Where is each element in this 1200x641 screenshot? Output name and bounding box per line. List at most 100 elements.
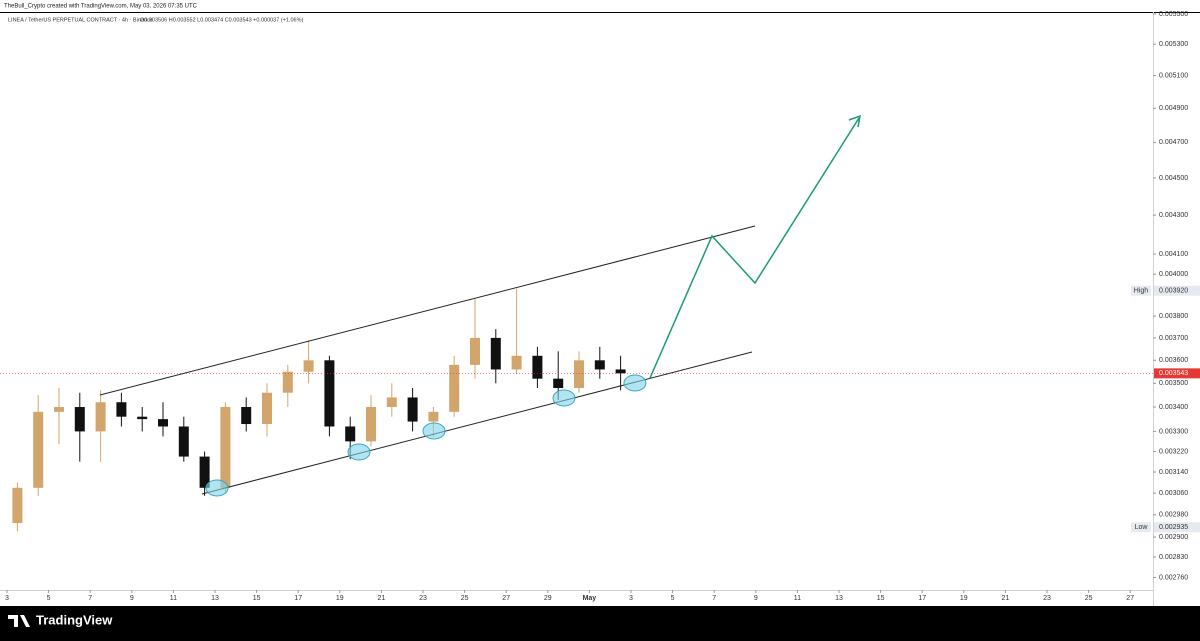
x-tick-label: 11 — [170, 595, 177, 602]
touch-marker — [552, 389, 576, 407]
last-price-box — [1154, 368, 1200, 379]
candle-body — [345, 426, 356, 442]
y-tick-label: 0.003800 — [1159, 313, 1188, 320]
high-name-box — [1131, 285, 1151, 296]
x-tick-label: 27 — [502, 595, 510, 602]
candle-body — [157, 419, 168, 427]
candle-body — [199, 456, 210, 488]
x-tick-label: 3 — [5, 595, 9, 602]
y-tick-label: 0.003400 — [1159, 404, 1188, 411]
y-tick-label: 0.005500 — [1159, 11, 1188, 18]
y-tick-label: 0.003600 — [1159, 357, 1188, 364]
y-tick-label: 0.002830 — [1159, 554, 1188, 561]
y-tick-label: 0.004500 — [1159, 175, 1188, 182]
x-tick-label: May — [583, 595, 597, 602]
candle-body — [594, 360, 605, 370]
x-tick-label: 27 — [1126, 595, 1134, 602]
candle-body — [615, 369, 626, 374]
x-tick-label: 17 — [294, 595, 302, 602]
x-tick-label: 23 — [1043, 595, 1051, 602]
low-name: Low — [1135, 524, 1149, 531]
chart-area — [0, 12, 1200, 606]
y-tick-label: 0.004900 — [1159, 105, 1188, 112]
x-tick-label: 25 — [1085, 595, 1093, 602]
x-tick-label: 21 — [378, 595, 386, 602]
candle-body — [532, 355, 543, 379]
low-value: 0.002935 — [1159, 524, 1188, 531]
candle-body — [116, 402, 127, 417]
x-tick-label: 29 — [544, 595, 552, 602]
x-tick-label: 15 — [877, 595, 885, 602]
annotations — [99, 114, 861, 497]
x-tick-label: 19 — [336, 595, 344, 602]
channel-upper — [99, 225, 756, 396]
x-tick-label: 11 — [794, 595, 801, 602]
plot: 0.005500 0.005300 0.005100 0.004900 0.004700… — [0, 11, 1200, 602]
channel-lower — [201, 351, 753, 495]
y-tick-label: 0.005100 — [1159, 72, 1188, 79]
x-tick-label: 9 — [754, 595, 758, 602]
candle-body — [137, 416, 148, 420]
x-tick-label: 23 — [419, 595, 427, 602]
candle-body — [220, 407, 231, 488]
candle-body — [53, 407, 64, 412]
y-tick-label: 0.003140 — [1159, 469, 1188, 476]
candle-body — [470, 337, 481, 365]
touch-marker — [205, 479, 229, 497]
candle-body — [386, 397, 397, 408]
high-value: 0.003920 — [1159, 288, 1188, 295]
brand: TradingView — [36, 612, 113, 627]
candle-body — [282, 371, 293, 393]
y-tick-label: 0.004100 — [1159, 251, 1188, 258]
footer — [0, 606, 1200, 636]
y-tick-label: 0.002760 — [1159, 574, 1188, 581]
x-tick-label: 7 — [712, 595, 716, 602]
credit-bar — [0, 0, 1200, 12]
y-tick-label: 0.003060 — [1159, 490, 1188, 497]
ohlc: O0.003506 H0.003552 L0.003474 C0.003543 … — [140, 17, 303, 23]
x-tick-label: 7 — [88, 595, 92, 602]
y-tick-label: 0.004300 — [1159, 212, 1188, 219]
x-tick-label: 13 — [211, 595, 219, 602]
symbol: LINEA / TetherUS PERPETUAL CONTRACT · 4h… — [8, 17, 153, 23]
candle-body — [241, 407, 252, 425]
candle-body — [74, 407, 85, 432]
credit: TheBull_Crypto created with TradingView.… — [4, 4, 198, 10]
candle-body — [490, 337, 501, 370]
arrow-head — [848, 114, 861, 128]
candle-body — [428, 411, 439, 422]
y-tick-label: 0.002900 — [1159, 534, 1188, 541]
candle-body — [178, 426, 189, 457]
x-tick-label: 13 — [835, 595, 843, 602]
y-tick-label: 0.003700 — [1159, 335, 1188, 342]
y-tick-label: 0.003220 — [1159, 448, 1188, 455]
candle-body — [33, 411, 44, 488]
x-tick-label: 19 — [960, 595, 968, 602]
high-name: High — [1134, 288, 1149, 295]
x-tick-label: 25 — [461, 595, 469, 602]
high-value-box — [1154, 285, 1200, 296]
low-name-box — [1131, 522, 1151, 533]
touch-marker — [623, 374, 647, 392]
candle-body — [553, 378, 564, 389]
candle-body — [574, 360, 585, 389]
y-tick-label: 0.002980 — [1159, 512, 1188, 519]
x-tick-label: 17 — [918, 595, 926, 602]
y-tick-label: 0.003300 — [1159, 428, 1188, 435]
last-price-label: 0.003543 — [1159, 370, 1188, 377]
candle-body — [449, 364, 460, 412]
x-tick-label: 9 — [130, 595, 134, 602]
candle-body — [511, 355, 522, 370]
y-tick-label: 0.005300 — [1159, 41, 1188, 48]
y-tick-label: 0.004000 — [1159, 271, 1188, 278]
candle-body — [12, 487, 23, 524]
candle-body — [262, 392, 273, 425]
x-tick-label: 21 — [1002, 595, 1010, 602]
x-tick-label: 3 — [629, 595, 633, 602]
y-tick-label: 0.003500 — [1159, 380, 1188, 387]
projection-arrow — [649, 117, 860, 379]
touch-marker — [422, 422, 446, 440]
x-tick-label: 15 — [253, 595, 261, 602]
